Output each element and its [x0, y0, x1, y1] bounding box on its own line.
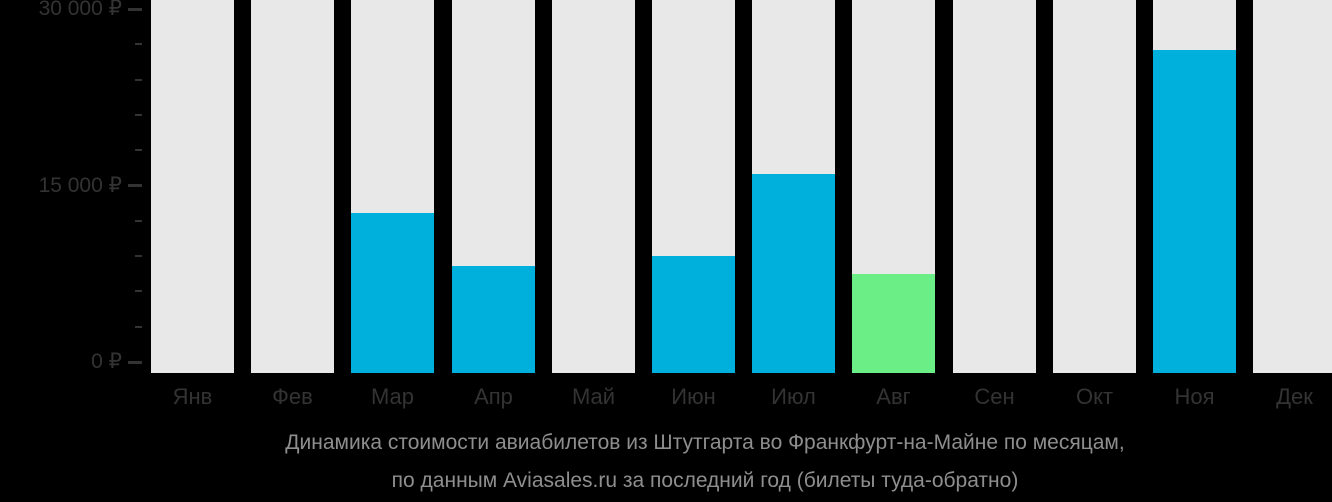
bar-track-Окт: [1053, 0, 1136, 373]
major-tick-0: [128, 361, 142, 364]
bar-Мар: [351, 213, 434, 373]
x-label-Янв: Янв: [172, 384, 213, 409]
x-label-Дек: Дек: [1276, 384, 1313, 409]
bar-Апр: [452, 266, 535, 373]
minor-tick-12000: [135, 220, 142, 222]
bar-track-Фев: [251, 0, 334, 373]
x-label-Ноя: Ноя: [1174, 384, 1215, 409]
x-label-Июл: Июл: [771, 384, 816, 409]
bar-track-Дек: [1253, 0, 1332, 373]
minor-tick-3000: [135, 326, 142, 328]
x-label-Окт: Окт: [1075, 384, 1114, 409]
chart-title-line1: Динамика стоимости авиабилетов из Штутга…: [285, 431, 1125, 454]
major-tick-30000: [128, 8, 142, 11]
bar-Июн: [652, 256, 735, 373]
bar-Авг: [852, 274, 935, 373]
x-label-Апр: Апр: [474, 384, 513, 409]
chart-title-line2: по данным Aviasales.ru за последний год …: [391, 469, 1019, 492]
bar-Июл: [752, 174, 835, 373]
x-label-Авг: Авг: [876, 384, 911, 409]
x-label-Май: Май: [571, 384, 616, 409]
y-label-15000: 15 000 ₽: [38, 174, 122, 197]
minor-tick-27000: [135, 43, 142, 45]
bar-track-Янв: [151, 0, 234, 373]
x-label-Сен: Сен: [974, 384, 1015, 409]
major-tick-15000: [128, 184, 142, 187]
bar-track-Май: [552, 0, 635, 373]
x-label-Мар: Мар: [370, 384, 415, 409]
bar-track-Сен: [953, 0, 1036, 373]
minor-tick-21000: [135, 114, 142, 116]
minor-tick-9000: [135, 255, 142, 257]
y-label-30000: 30 000 ₽: [38, 0, 122, 20]
minor-tick-18000: [135, 149, 142, 151]
minor-tick-24000: [135, 79, 142, 81]
bar-Ноя: [1153, 50, 1236, 373]
x-label-Июн: Июн: [671, 384, 716, 409]
x-label-Фев: Фев: [272, 384, 313, 409]
y-label-0: 0 ₽: [91, 350, 122, 373]
minor-tick-6000: [135, 290, 142, 292]
